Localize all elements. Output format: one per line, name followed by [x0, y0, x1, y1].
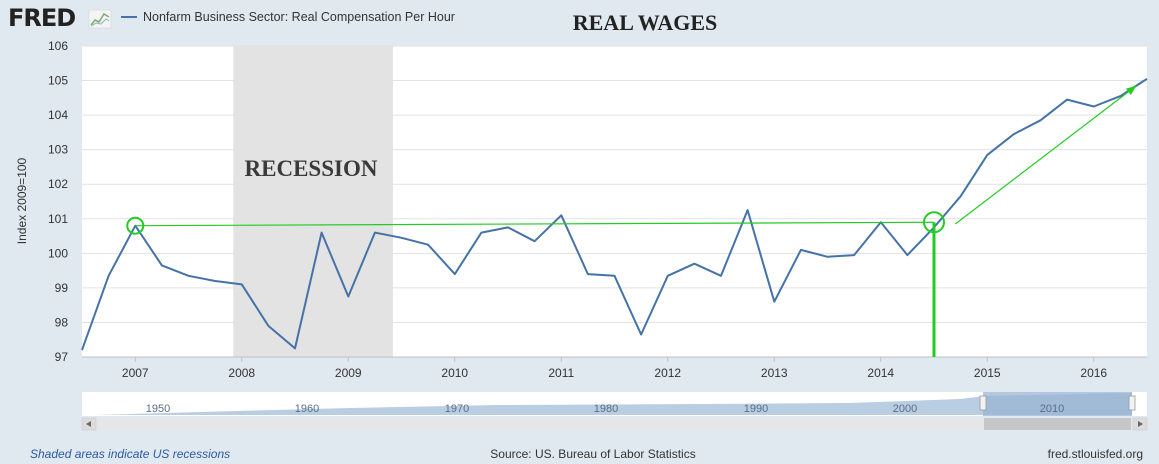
y-tick-label: 98: [55, 315, 69, 329]
fred-logo[interactable]: FRED: [8, 4, 76, 32]
x-tick-label: 2010: [441, 366, 468, 380]
y-tick-label: 99: [55, 281, 69, 295]
arrowhead-icon: [1125, 85, 1137, 95]
series-line: [81, 77, 1148, 351]
x-tick-label: 2013: [761, 366, 788, 380]
x-tick-label: 2009: [335, 366, 362, 380]
navigator-year-label: 1960: [295, 403, 319, 415]
arrow-right-icon: [1138, 421, 1143, 427]
y-tick-label: 104: [48, 108, 68, 122]
x-tick-label: 2008: [228, 366, 255, 380]
recession-band: [233, 46, 393, 357]
y-tick-label: 97: [55, 350, 69, 364]
rising-trend-arrow: [954, 85, 1137, 225]
annotation-layer: [126, 85, 1137, 357]
recession-annotation: RECESSION: [245, 156, 378, 181]
flat-trend-line: [135, 221, 935, 227]
x-tick-label: 2015: [974, 366, 1001, 380]
chart-title-annotation: REAL WAGES: [573, 10, 717, 35]
arrow-left-icon: [86, 421, 91, 427]
start-circle-marker: [126, 216, 145, 235]
series-layer: [81, 77, 1148, 351]
y-tick-label: 106: [48, 39, 68, 53]
source-note: Source: US. Bureau of Labor Statistics: [490, 447, 695, 461]
legend-label: Nonfarm Business Sector: Real Compensati…: [143, 10, 455, 24]
y-tick-label: 100: [48, 246, 68, 260]
navigator-scrollbar-track[interactable]: [82, 418, 1147, 430]
navigator-scrollbar-thumb[interactable]: [984, 418, 1131, 430]
fred-logo-graph-icon: [88, 9, 112, 29]
x-tick-label: 2012: [654, 366, 681, 380]
navigator-selected-range[interactable]: [983, 392, 1132, 416]
navigator-year-label: 2010: [1040, 403, 1064, 415]
navigator-handle-left[interactable]: [979, 395, 987, 411]
x-axis-ticks: 2007 2008 2009 2010 2011 2012 2013 2014 2015 2016: [82, 356, 1147, 380]
y-tick-label: 103: [48, 143, 68, 157]
navigator-labels: 1950 1960 1970 1980 1990 2000 2010: [146, 403, 1064, 415]
navigator-year-label: 1970: [445, 403, 469, 415]
navigator-year-label: 1950: [146, 403, 170, 415]
navigator-year-label: 2000: [893, 403, 917, 415]
navigator-year-label: 1980: [594, 403, 618, 415]
x-tick-label: 2011: [548, 366, 574, 380]
x-tick-label: 2014: [867, 366, 894, 380]
y-tick-label: 105: [48, 74, 68, 88]
y-tick-label: 102: [48, 177, 68, 191]
x-tick-label: 2016: [1080, 366, 1107, 380]
navigator-year-label: 1990: [744, 403, 768, 415]
recession-note: Shaded areas indicate US recessions: [30, 447, 230, 461]
navigator[interactable]: 1950 1960 1970 1980 1990 2000 2010: [81, 392, 1148, 431]
y-axis-label: Index 2009=100: [15, 157, 29, 244]
navigator-series-area: [96, 393, 1132, 415]
y-tick-label: 101: [48, 212, 68, 226]
y-axis-ticks: 97 98 99 100 101 102 103 104 105 106: [48, 39, 68, 364]
navigator-handle-right[interactable]: [1128, 395, 1136, 411]
site-link[interactable]: fred.stlouisfed.org: [1048, 447, 1143, 461]
recession-shading-layer: [233, 46, 393, 357]
x-tick-label: 2007: [122, 366, 149, 380]
